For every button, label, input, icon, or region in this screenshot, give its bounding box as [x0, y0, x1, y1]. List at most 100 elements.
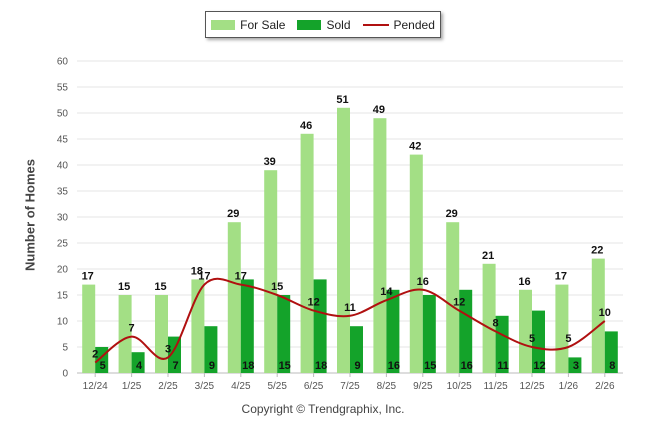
copyright-text: Copyright © Trendgraphix, Inc.	[241, 402, 405, 416]
pended-data-label: 2	[92, 349, 98, 361]
x-tick-label: 6/25	[304, 381, 324, 392]
sold-swatch-icon	[297, 19, 322, 30]
for-sale-data-label: 51	[336, 94, 348, 106]
x-tick-label: 2/25	[158, 381, 178, 392]
pended-line	[94, 277, 606, 364]
sold-bar	[422, 295, 436, 373]
x-tick-label: 12/25	[519, 381, 544, 392]
pended-data-label: 8	[493, 317, 499, 329]
for-sale-bar	[519, 289, 532, 373]
for-sale-data-label: 17	[555, 271, 567, 283]
pended-data-label: 10	[599, 307, 611, 319]
for-sale-bar	[155, 295, 168, 373]
sold-data-label: 16	[388, 360, 400, 372]
sold-data-label: 3	[573, 360, 579, 372]
sold-data-label: 7	[172, 360, 178, 372]
pended-data-label: 12	[307, 297, 319, 309]
pended-data-label: 16	[417, 276, 429, 288]
sold-bar	[131, 352, 145, 373]
pended-data-label: 17	[235, 271, 247, 283]
for-sale-bar	[555, 284, 569, 373]
x-tick-label: 12/24	[83, 381, 108, 392]
y-tick-label: 20	[57, 265, 69, 276]
for-sale-bar	[591, 258, 605, 373]
for-sale-bar	[227, 222, 241, 373]
sold-bar	[350, 326, 363, 373]
pended-line-swatch-icon	[362, 23, 389, 26]
x-tick-label: 10/25	[447, 381, 472, 392]
y-tick-label: 40	[57, 161, 69, 172]
for-sale-data-label: 39	[264, 156, 276, 168]
x-tick-label: 1/25	[122, 381, 142, 392]
y-tick-label: 5	[62, 343, 68, 354]
x-tick-label: 2/26	[595, 381, 615, 392]
for-sale-data-label: 29	[446, 208, 458, 220]
pended-data-label: 17	[198, 271, 210, 283]
pended-data-label: 5	[529, 333, 535, 345]
sold-data-label: 12	[533, 360, 545, 372]
y-tick-label: 0	[62, 369, 68, 380]
for-sale-data-label: 42	[409, 141, 421, 153]
sold-bar	[568, 357, 582, 373]
sold-bar	[168, 336, 181, 373]
pended-data-label: 3	[165, 343, 171, 355]
sold-bar	[240, 279, 254, 373]
legend-for-sale-label: For Sale	[240, 17, 286, 32]
for-sale-bar	[300, 133, 314, 373]
for-sale-swatch-icon	[211, 19, 236, 30]
x-tick-label: 1/26	[559, 381, 579, 392]
x-tick-label: 5/25	[267, 381, 287, 392]
legend-item-sold[interactable]: Sold	[297, 17, 351, 32]
pended-data-label: 7	[129, 323, 135, 335]
sold-data-label: 18	[242, 360, 254, 372]
legend: For Sale Sold Pended	[205, 11, 441, 38]
legend-sold-label: Sold	[326, 17, 351, 32]
sold-data-label: 15	[424, 360, 436, 372]
pended-data-label: 11	[344, 302, 356, 314]
y-tick-label: 50	[57, 109, 69, 120]
for-sale-bar	[337, 107, 350, 374]
for-sale-data-label: 15	[154, 281, 166, 293]
for-sale-bar	[446, 222, 460, 373]
legend-item-for-sale[interactable]: For Sale	[211, 18, 285, 32]
sold-data-label: 15	[279, 360, 291, 372]
for-sale-data-label: 29	[227, 208, 239, 220]
sold-data-label: 9	[354, 360, 360, 372]
sold-bar	[532, 310, 545, 373]
legend-item-pended[interactable]: Pended	[362, 18, 435, 32]
x-tick-label: 4/25	[231, 381, 251, 392]
sold-data-label: 16	[461, 360, 473, 372]
sold-bar	[495, 315, 509, 373]
y-tick-label: 15	[57, 291, 69, 302]
x-tick-label: 3/25	[195, 381, 215, 392]
sold-data-label: 4	[136, 360, 143, 372]
pended-data-label: 14	[380, 286, 393, 298]
for-sale-bar	[409, 154, 423, 373]
sold-data-label: 5	[100, 360, 106, 372]
for-sale-data-label: 15	[118, 281, 130, 293]
x-tick-label: 8/25	[377, 381, 397, 392]
for-sale-data-label: 17	[82, 271, 94, 283]
for-sale-bar	[373, 118, 387, 373]
for-sale-data-label: 16	[518, 276, 530, 288]
y-tick-label: 10	[57, 317, 69, 328]
for-sale-bar	[264, 170, 278, 373]
sold-bar	[204, 326, 218, 373]
sold-bar	[604, 331, 618, 373]
y-tick-label: 60	[57, 57, 69, 68]
for-sale-data-label: 22	[591, 245, 603, 257]
x-tick-label: 9/25	[413, 381, 433, 392]
for-sale-bar	[82, 284, 96, 373]
pended-data-label: 12	[453, 297, 465, 309]
y-tick-label: 30	[57, 213, 69, 224]
sold-bar	[277, 295, 291, 373]
pended-data-label: 15	[271, 281, 283, 293]
for-sale-data-label: 18	[191, 265, 203, 277]
for-sale-bar	[482, 263, 496, 373]
y-tick-label: 55	[57, 83, 69, 94]
sold-data-label: 8	[609, 360, 615, 372]
y-tick-label: 45	[57, 135, 69, 146]
sold-bar	[386, 289, 400, 373]
sold-data-label: 18	[315, 360, 327, 372]
